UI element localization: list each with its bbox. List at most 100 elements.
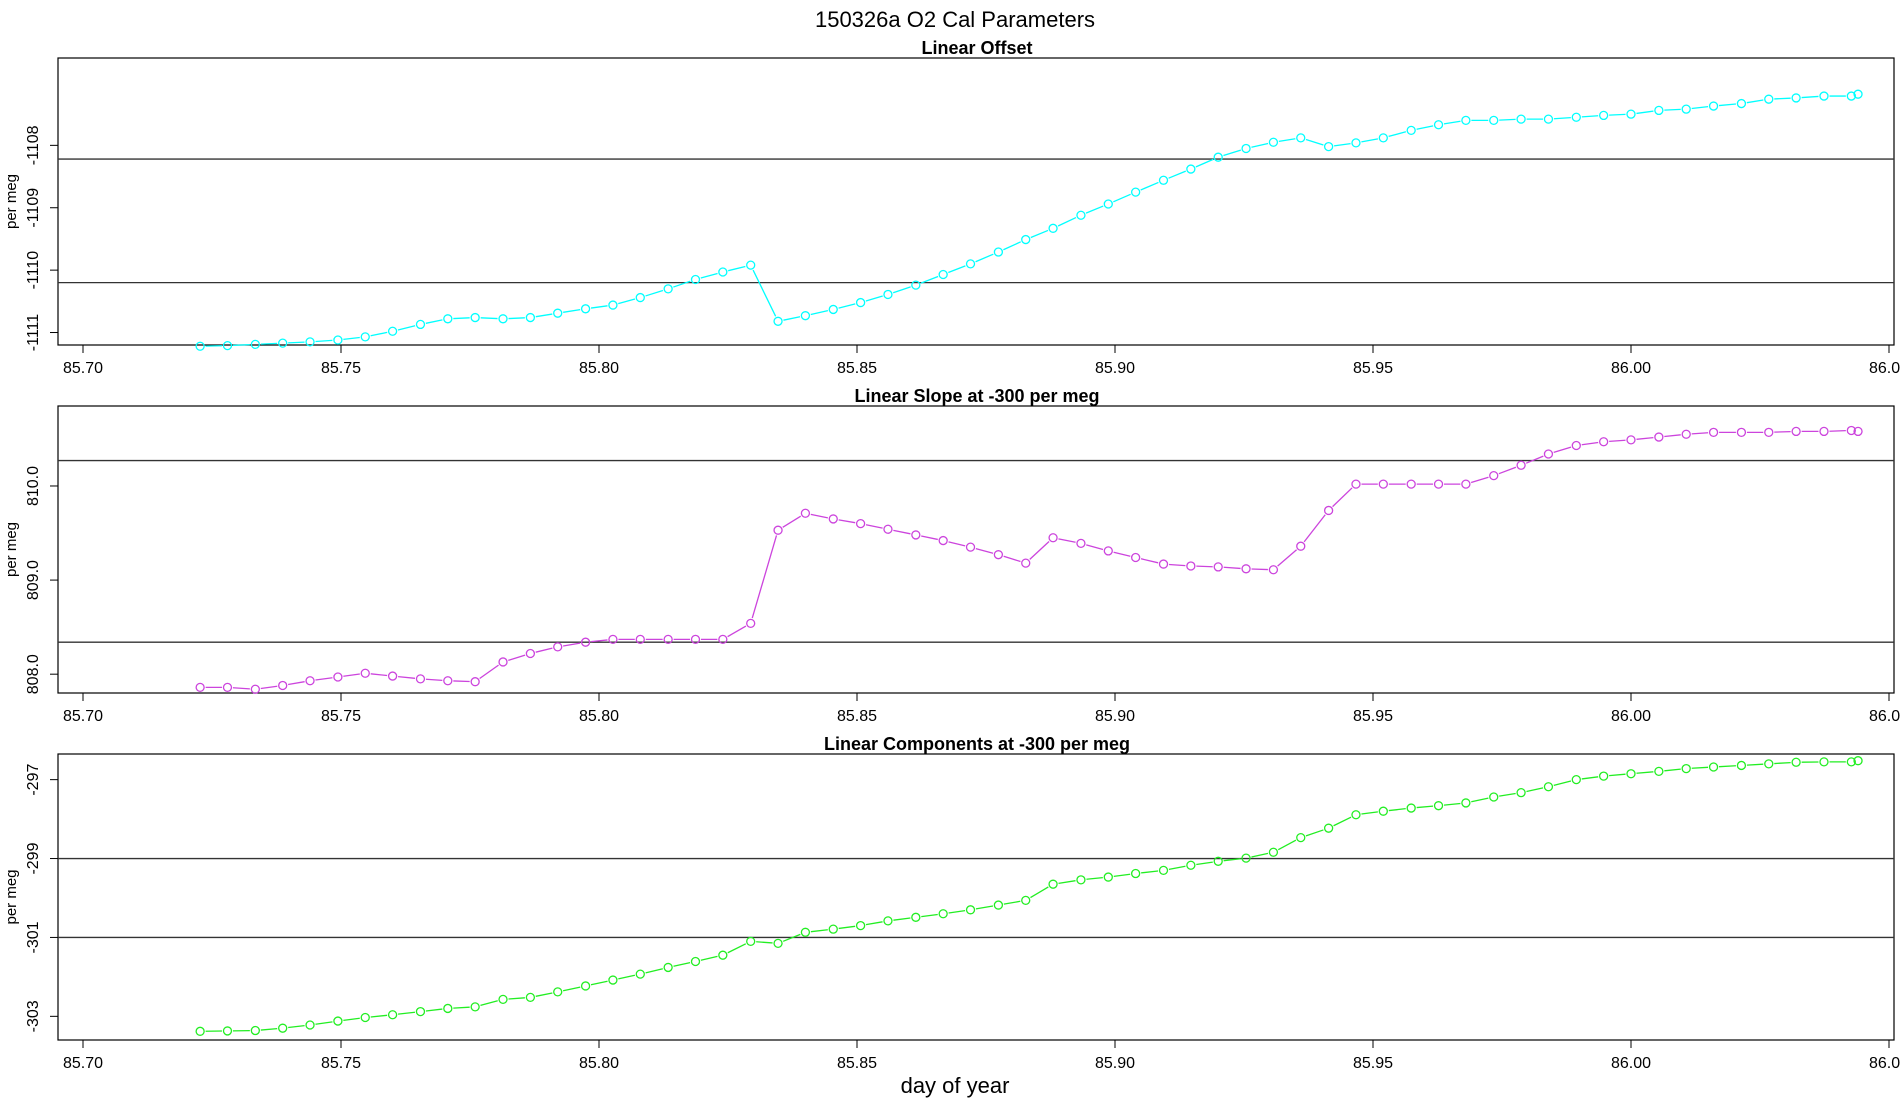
data-point xyxy=(1433,479,1444,489)
data-point xyxy=(800,927,811,937)
series-segment xyxy=(645,289,664,297)
data-point xyxy=(883,524,893,534)
series-segment xyxy=(893,917,911,921)
series-segment xyxy=(1443,802,1461,806)
data-point xyxy=(1130,187,1141,197)
series-segment xyxy=(1498,466,1517,475)
series-segment xyxy=(782,515,802,528)
data-point xyxy=(1406,479,1416,489)
series-segment xyxy=(1223,858,1241,862)
data-point xyxy=(1048,879,1058,889)
series-segment xyxy=(618,974,636,980)
series-segment xyxy=(1058,880,1076,884)
series-segment xyxy=(343,1017,360,1022)
data-point xyxy=(1819,91,1829,101)
series-segment xyxy=(921,535,938,541)
data-point xyxy=(553,987,563,997)
data-point xyxy=(333,335,343,345)
data-point xyxy=(1378,133,1388,143)
series-segment xyxy=(1746,763,1764,766)
data-point xyxy=(1213,856,1223,866)
series-segment xyxy=(453,317,470,320)
data-point xyxy=(333,1016,343,1026)
data-point xyxy=(1489,115,1499,126)
series-segment xyxy=(1140,558,1159,564)
series-segment xyxy=(810,929,828,933)
series-segment xyxy=(1609,439,1626,443)
series-segment xyxy=(673,962,691,967)
x-tick-label: 85.85 xyxy=(837,360,877,377)
series-segment xyxy=(1278,138,1296,143)
data-point xyxy=(580,981,591,991)
data-point xyxy=(938,909,948,919)
data-point xyxy=(993,247,1004,257)
series-segment xyxy=(1029,541,1050,560)
data-point xyxy=(1626,769,1636,779)
data-point xyxy=(663,962,673,973)
series-segment xyxy=(865,921,883,926)
plot-frame xyxy=(57,405,1895,694)
data-point xyxy=(1853,89,1863,99)
y-tick-label: -301 xyxy=(25,921,42,953)
data-point xyxy=(1736,427,1747,437)
data-point xyxy=(773,525,783,535)
x-tick-label: 85.90 xyxy=(1095,1055,1135,1072)
data-point xyxy=(718,267,728,277)
data-point xyxy=(1103,546,1113,556)
x-tick-label: 85.90 xyxy=(1095,360,1135,377)
series-segment xyxy=(1609,113,1626,116)
series-segment xyxy=(288,341,305,344)
data-point xyxy=(415,319,426,330)
data-point xyxy=(525,992,536,1003)
series-segment xyxy=(288,681,305,686)
data-point xyxy=(1186,164,1196,174)
series-segment xyxy=(562,986,581,992)
series-segment xyxy=(425,319,443,324)
data-point xyxy=(855,297,866,308)
series-segment xyxy=(453,1006,470,1009)
series-segment xyxy=(1058,538,1076,543)
data-point xyxy=(1764,759,1774,769)
data-point xyxy=(195,341,205,351)
series-segment xyxy=(1553,446,1572,454)
x-tick-label: 86.00 xyxy=(1611,1055,1651,1072)
data-point xyxy=(278,338,288,348)
series-segment xyxy=(1801,95,1819,99)
y-tick-label: -1111 xyxy=(25,314,42,351)
data-point xyxy=(1158,865,1169,876)
data-point xyxy=(443,676,453,686)
data-point xyxy=(1021,234,1031,245)
data-point xyxy=(498,314,508,324)
series-segment xyxy=(1388,808,1406,812)
series-segment xyxy=(590,305,608,309)
data-point xyxy=(1853,426,1863,437)
data-point xyxy=(222,340,233,351)
data-point xyxy=(1103,872,1113,882)
series-segment xyxy=(975,905,994,910)
data-point xyxy=(1654,105,1664,116)
data-point xyxy=(1378,479,1388,489)
series-segment xyxy=(1774,97,1791,100)
y-axis-label: per meg xyxy=(3,522,20,577)
series-segment xyxy=(838,925,856,930)
series-segment xyxy=(479,664,499,680)
series-segment xyxy=(727,625,747,638)
data-point xyxy=(1323,505,1334,516)
data-point xyxy=(965,542,976,552)
series-segment xyxy=(1636,110,1654,115)
series-segment xyxy=(1636,771,1654,774)
plot-frame xyxy=(57,753,1895,1041)
series-segment xyxy=(590,980,608,986)
data-point xyxy=(250,339,260,350)
data-point xyxy=(1351,138,1361,148)
data-point xyxy=(1764,427,1774,437)
series-segment xyxy=(1332,487,1353,508)
data-point xyxy=(470,677,480,687)
data-point xyxy=(1853,756,1863,766)
data-point xyxy=(1158,175,1169,185)
series-segment xyxy=(892,286,911,294)
data-point xyxy=(1461,115,1471,126)
data-point xyxy=(525,312,536,323)
data-point xyxy=(828,304,838,315)
